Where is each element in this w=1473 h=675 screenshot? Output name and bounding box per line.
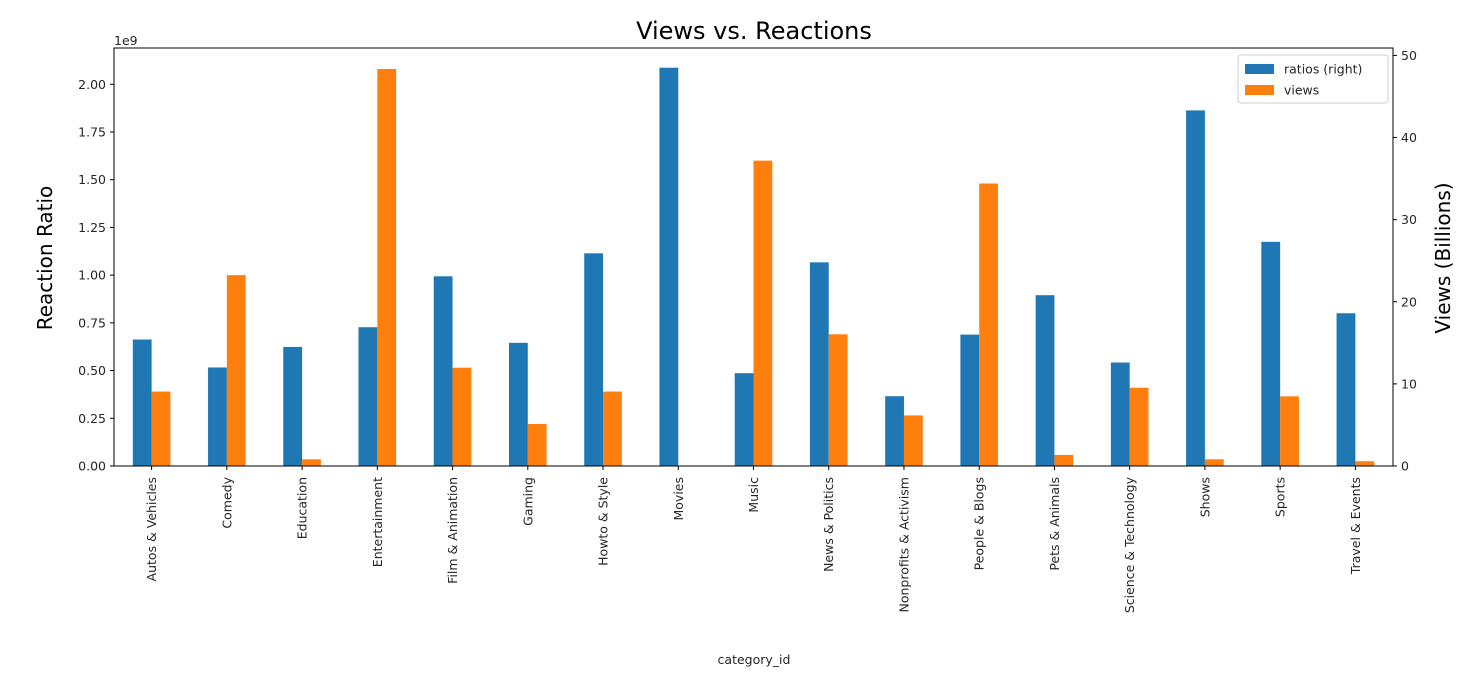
left-tick-label: 0.75 [78, 315, 106, 330]
bar-ratios-9 [809, 262, 829, 466]
bar-views-15 [1280, 396, 1299, 466]
legend: ratios (right) views [1237, 54, 1389, 104]
bar-views-2 [302, 459, 321, 466]
chart-title: Views vs. Reactions [636, 17, 872, 45]
bar-ratios-5 [508, 342, 528, 466]
bar-ratios-10 [885, 396, 904, 466]
legend-swatch-ratios [1245, 64, 1274, 74]
left-tick-label: 1.00 [78, 268, 106, 283]
bar-ratios-3 [358, 327, 378, 466]
bar-ratios-1 [208, 367, 227, 466]
bar-ratios-8 [734, 373, 754, 466]
bar-views-14 [1204, 459, 1224, 466]
left-tick-label: 0.25 [78, 411, 106, 426]
bar-views-5 [527, 424, 547, 466]
bar-views-13 [1129, 387, 1149, 466]
bar-views-3 [377, 68, 397, 467]
bar-views-1 [226, 275, 246, 466]
x-axis-title: category_id [718, 652, 791, 667]
bar-ratios-6 [584, 253, 604, 466]
bar-views-10 [903, 415, 923, 466]
bar-views-6 [603, 391, 622, 466]
left-tick-label: 0.50 [78, 363, 106, 378]
bar-ratios-4 [433, 276, 453, 466]
bar-views-11 [979, 183, 999, 466]
left-axis-title: Reaction Ratio [33, 186, 57, 331]
bar-ratios-16 [1336, 313, 1356, 466]
x-tick-label: People & Blogs [972, 477, 987, 570]
x-tick-label: Travel & Events [1348, 477, 1363, 575]
x-tick-label: Education [295, 477, 310, 539]
x-tick-label: Gaming [520, 477, 535, 526]
bar-ratios-15 [1261, 241, 1281, 466]
right-tick-label: 30 [1401, 212, 1417, 227]
x-tick-label: Shows [1197, 477, 1212, 517]
right-tick-label: 40 [1401, 130, 1417, 145]
left-axis-offset-text: 1e9 [114, 33, 138, 48]
bar-ratios-11 [960, 334, 980, 466]
right-tick-label: 0 [1401, 459, 1409, 474]
x-tick-label: Music [746, 477, 761, 513]
bar-ratios-0 [132, 339, 152, 466]
left-tick-label: 2.00 [78, 77, 106, 92]
bar-views-9 [828, 334, 848, 466]
bar-ratios-2 [283, 346, 303, 466]
bar-views-16 [1355, 461, 1375, 466]
left-tick-label: 1.25 [78, 220, 106, 235]
bar-views-0 [151, 391, 171, 466]
x-tick-label: Science & Technology [1122, 476, 1137, 613]
bar-ratios-14 [1186, 110, 1205, 467]
legend-label-ratios: ratios (right) [1284, 62, 1362, 77]
x-tick-label: Sports [1273, 477, 1288, 517]
x-tick-label: Autos & Vehicles [144, 477, 159, 581]
x-tick-label: News & Politics [821, 477, 836, 572]
x-tick-label: Movies [671, 477, 686, 521]
bar-views-4 [452, 367, 472, 466]
legend-swatch-views [1245, 85, 1274, 95]
right-tick-label: 20 [1401, 294, 1417, 309]
legend-label-views: views [1284, 83, 1319, 98]
right-tick-label: 10 [1401, 376, 1417, 391]
bar-ratios-7 [659, 67, 679, 467]
legend-box [1237, 54, 1389, 104]
bar-views-12 [1054, 454, 1074, 466]
plot-area: 0.00 0.25 0.50 0.75 1.00 1.25 1.50 1.75 2.00 0 10 2… [78, 47, 1417, 613]
left-tick-label: 0.00 [78, 459, 106, 474]
x-tick-label: Howto & Style [596, 477, 611, 566]
x-tick-label: Pets & Animals [1047, 477, 1062, 571]
x-tick-label: Comedy [219, 476, 234, 528]
left-tick-label: 1.50 [78, 172, 106, 187]
x-tick-label: Nonprofits & Activism [896, 477, 911, 613]
right-axis-title: Views (Billions) [1431, 182, 1455, 333]
x-tick-label: Entertainment [370, 477, 385, 567]
bar-ratios-13 [1110, 362, 1130, 466]
left-tick-label: 1.75 [78, 124, 106, 139]
bar-ratios-12 [1035, 295, 1055, 466]
right-tick-label: 50 [1401, 48, 1417, 63]
x-tick-label: Film & Animation [445, 477, 460, 584]
bar-views-8 [753, 160, 773, 466]
